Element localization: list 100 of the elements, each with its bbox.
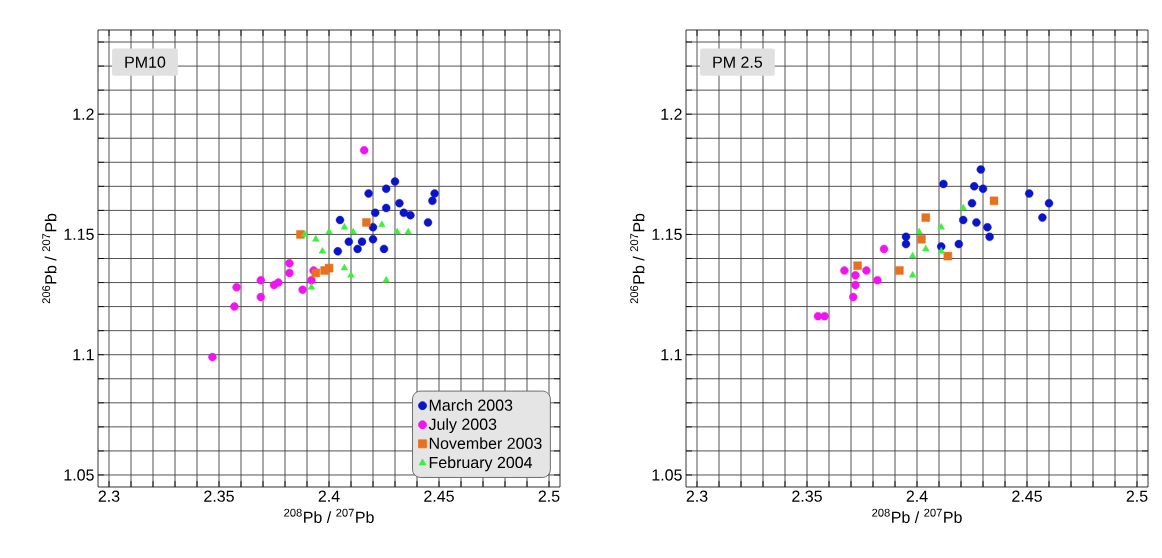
x-tick-label: 2.45	[424, 490, 454, 502]
point	[256, 275, 265, 285]
y-axis-title: $^{206}$Pb / $^{207}$Pb	[42, 213, 57, 304]
x-tick-label: 2.45	[1012, 490, 1042, 502]
point	[1038, 213, 1047, 222]
x-tick-label: 2.35	[792, 490, 822, 502]
point	[404, 227, 412, 235]
x-tick-label: 2.5	[1126, 490, 1148, 502]
x-tick-label: 2.5	[538, 490, 560, 502]
point	[908, 251, 917, 259]
point	[390, 177, 400, 186]
point	[320, 266, 329, 275]
point	[298, 285, 307, 294]
point	[312, 235, 320, 242]
legend-label: February 2004	[429, 456, 533, 472]
point	[1044, 198, 1054, 208]
point	[917, 235, 926, 244]
legend-label: March 2003	[429, 399, 513, 411]
point	[307, 275, 316, 285]
point	[349, 227, 357, 235]
x-axis-title: $^{208}$Pb / $^{207}$Pb	[284, 508, 374, 523]
point	[853, 261, 862, 270]
point	[335, 215, 345, 225]
point	[901, 232, 911, 242]
point	[333, 247, 343, 256]
point	[873, 275, 882, 285]
point	[840, 266, 849, 275]
point	[820, 312, 829, 321]
point	[937, 223, 945, 230]
point	[285, 259, 294, 268]
point	[325, 227, 333, 235]
point	[954, 239, 964, 249]
point	[344, 237, 353, 246]
point	[851, 280, 860, 290]
text: PM10	[125, 56, 166, 68]
point	[378, 220, 386, 228]
point	[340, 223, 349, 230]
point	[978, 184, 988, 193]
point	[967, 198, 977, 208]
point	[849, 292, 858, 302]
point	[939, 179, 948, 189]
point	[208, 352, 217, 362]
point	[937, 247, 945, 254]
point	[393, 227, 401, 235]
point	[399, 208, 409, 217]
y-tick-label: 1.05	[64, 469, 94, 481]
y-tick-label: 1.1	[661, 349, 682, 361]
x-axis-title: $^{208}$Pb / $^{207}$Pb	[872, 508, 962, 523]
y-tick-label: 1.05	[652, 469, 682, 481]
point	[423, 218, 433, 227]
point	[357, 237, 367, 246]
point	[895, 266, 904, 275]
x-tick-label: 2.3	[98, 490, 120, 502]
point	[943, 251, 953, 261]
y-axis-title: $^{206}$Pb / $^{207}$Pb	[630, 213, 645, 304]
point	[901, 239, 911, 249]
point	[1025, 189, 1034, 198]
point	[368, 235, 378, 244]
point	[353, 244, 362, 254]
x-tick-label: 2.4	[318, 490, 340, 502]
point	[959, 203, 967, 211]
point	[976, 165, 986, 174]
point	[851, 271, 860, 280]
point	[406, 211, 415, 220]
y-tick-label: 1.2	[661, 108, 682, 120]
point	[307, 283, 316, 290]
point	[232, 283, 241, 292]
point	[862, 266, 871, 275]
point	[972, 218, 981, 227]
point	[285, 268, 294, 278]
point	[230, 302, 239, 311]
point	[256, 292, 265, 302]
point	[340, 263, 349, 271]
point	[395, 198, 404, 208]
y-tick-label: 1.1	[73, 349, 94, 361]
x-tick-label: 2.4	[906, 490, 928, 502]
point	[989, 196, 999, 205]
point	[318, 247, 327, 254]
point	[959, 215, 968, 225]
point	[364, 189, 373, 198]
point	[360, 146, 369, 155]
point	[985, 232, 994, 242]
y-tick-label: 1.15	[64, 228, 94, 241]
legend-label: November 2003	[429, 437, 542, 450]
x-tick-label: 2.35	[204, 490, 234, 502]
point	[382, 275, 390, 283]
point	[382, 184, 391, 193]
point	[428, 196, 437, 205]
point	[274, 278, 283, 287]
point	[922, 244, 930, 252]
point	[362, 218, 371, 227]
point	[371, 208, 380, 217]
point	[921, 213, 931, 222]
y-tick-label: 1.2	[73, 108, 94, 120]
point	[983, 223, 992, 232]
point	[301, 230, 309, 237]
text: PM 2.5	[713, 56, 763, 68]
x-tick-label: 2.3	[686, 490, 708, 502]
point	[430, 189, 439, 198]
point	[347, 271, 355, 278]
